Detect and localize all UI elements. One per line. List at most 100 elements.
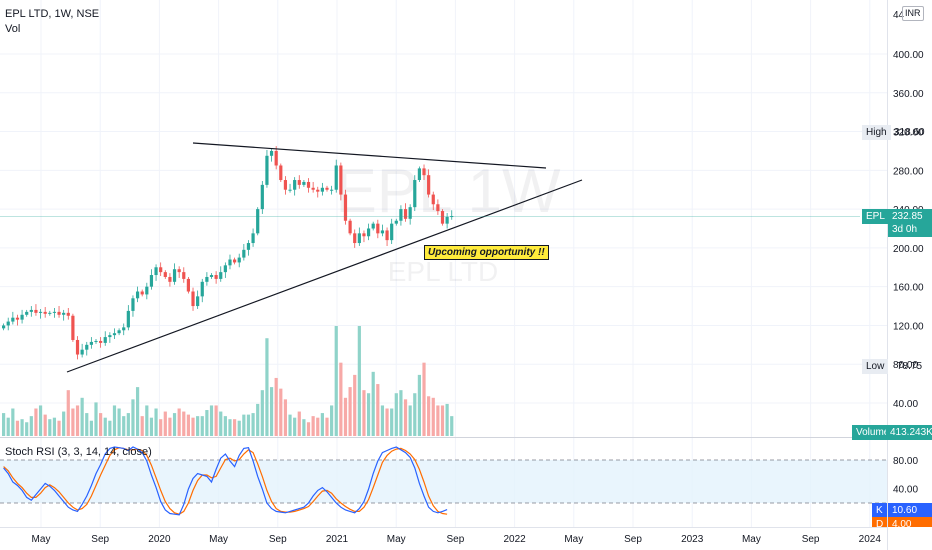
volume-bar xyxy=(334,326,338,436)
time-axis: May Sep 2020 May Sep 2021 May Sep 2022 May Sep 2023… xyxy=(32,534,882,545)
candle-body xyxy=(71,315,75,340)
volume-bar xyxy=(427,396,431,436)
time-tick-label: May xyxy=(209,534,228,545)
candle-body xyxy=(89,341,93,345)
volume-bar xyxy=(214,405,218,436)
candle-body xyxy=(422,168,426,176)
volume-bar xyxy=(85,413,89,436)
volume-bar xyxy=(279,388,283,436)
volume-label: Volume xyxy=(852,425,894,440)
volume-bar xyxy=(62,411,66,436)
candle-body xyxy=(394,220,398,224)
candle-body xyxy=(103,337,107,343)
volume-bar xyxy=(117,408,121,436)
candle-body xyxy=(228,259,232,266)
price-tick-label: 400.00 xyxy=(893,50,924,61)
time-tick-label: Sep xyxy=(802,534,820,545)
volume-bar xyxy=(140,416,144,436)
candle-body xyxy=(131,298,135,311)
volume-bar xyxy=(108,420,112,436)
time-tick-label: 2022 xyxy=(503,534,526,545)
candle-body xyxy=(62,312,66,315)
chart-title: EPL LTD, 1W, NSE xyxy=(5,8,100,20)
volume-bar xyxy=(343,397,348,436)
stoch-d-line xyxy=(3,447,448,515)
candle-body xyxy=(25,311,29,315)
volume-bar xyxy=(260,390,264,436)
candle-body xyxy=(362,233,366,237)
support-trendline[interactable] xyxy=(66,179,583,373)
volume-bar xyxy=(2,413,6,436)
stoch-title: Stoch RSI (3, 3, 14, 14, close) xyxy=(5,446,152,458)
candle-body xyxy=(205,276,209,282)
candle-body xyxy=(427,175,431,195)
volume-bar xyxy=(251,413,255,436)
time-tick-label: 2021 xyxy=(326,534,349,545)
candle-body xyxy=(251,233,255,244)
volume-bar xyxy=(390,408,394,436)
candle-body xyxy=(85,344,89,350)
volume-bar xyxy=(135,387,140,436)
candle-body xyxy=(233,259,237,263)
candle-body xyxy=(214,275,218,279)
volume-bar xyxy=(196,416,200,436)
candle-body xyxy=(108,335,112,338)
price-tick-label: 280.00 xyxy=(893,166,924,177)
price-tick-label: 40.00 xyxy=(893,399,918,410)
candle-body xyxy=(163,272,167,277)
stoch-d-label: D xyxy=(872,517,888,527)
stoch-axis: 80.00 40.00 xyxy=(893,456,918,496)
volume-bar xyxy=(316,417,320,436)
candle-body xyxy=(260,184,264,210)
candle-body xyxy=(440,211,445,224)
volume-bar xyxy=(11,408,15,436)
candle-body xyxy=(145,286,149,295)
volume-bar xyxy=(297,411,301,436)
time-tick-label: May xyxy=(32,534,51,545)
volume-bar xyxy=(348,387,352,436)
volume-bar xyxy=(25,422,29,436)
candle-body xyxy=(288,189,292,191)
stoch-d-value: 4.00 xyxy=(888,517,932,527)
candle-body xyxy=(265,155,269,185)
candle-body xyxy=(408,207,412,219)
volume-bar xyxy=(186,414,190,436)
volume-bar xyxy=(283,399,288,436)
time-tick-label: May xyxy=(564,534,583,545)
candle-body xyxy=(403,209,408,219)
candle-body xyxy=(2,325,6,329)
high-value: 318.60 xyxy=(894,127,925,138)
candle-body xyxy=(223,265,227,273)
candle-body xyxy=(339,165,343,195)
candle-body xyxy=(117,330,121,334)
volume-bar xyxy=(357,326,361,436)
candle-body xyxy=(182,272,186,279)
currency-tag[interactable]: INR xyxy=(902,6,924,21)
stoch-band xyxy=(0,460,887,503)
annotation-upcoming-opportunity[interactable]: Upcoming opportunity !! xyxy=(424,245,549,260)
grid xyxy=(0,0,887,527)
volume-bar xyxy=(159,419,163,436)
candle-body xyxy=(274,150,278,166)
time-tick-label: May xyxy=(742,534,761,545)
volume-bar xyxy=(80,397,84,436)
volume-bar xyxy=(52,417,57,436)
candle-body xyxy=(316,189,320,192)
volume-bar xyxy=(306,422,311,436)
candle-body xyxy=(445,216,449,224)
volume-bar xyxy=(399,390,403,436)
price-tick-label: 360.00 xyxy=(893,89,924,100)
candle-body xyxy=(149,275,154,287)
volume-bar xyxy=(394,393,398,436)
candle-body xyxy=(209,275,214,277)
candle-body xyxy=(366,228,371,237)
candle-body xyxy=(320,187,324,192)
resistance-trendline[interactable] xyxy=(192,142,547,169)
volume-bars xyxy=(2,326,454,436)
countdown-value: 3d 0h xyxy=(888,222,932,237)
volume-bar xyxy=(126,413,130,436)
volume-bar xyxy=(385,408,389,436)
candle-body xyxy=(112,333,117,336)
candle-body xyxy=(52,311,57,313)
